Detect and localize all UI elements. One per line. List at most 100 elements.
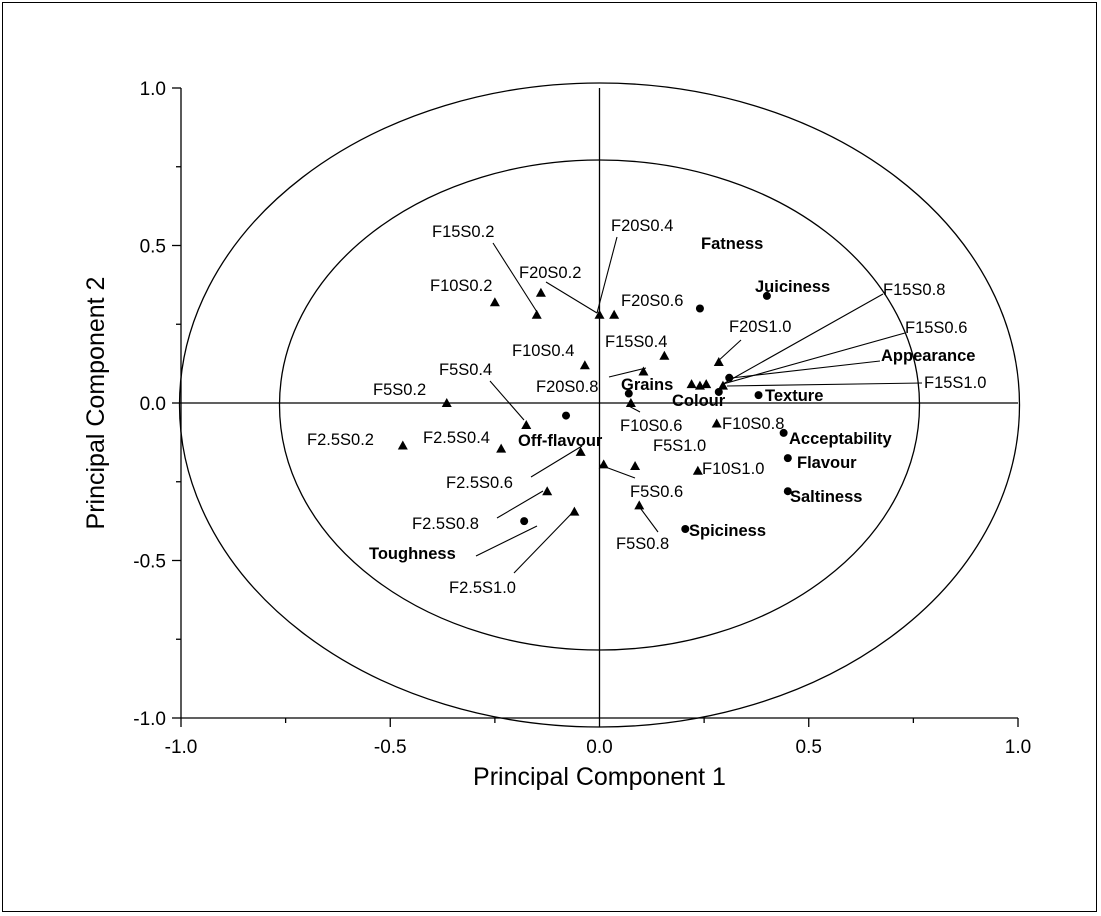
treatment-label-f5s0-8: F5S0.8 <box>616 535 669 553</box>
treatment-point-f15s1-0 <box>717 380 728 390</box>
treatment-point-f20s0-8 <box>638 366 649 376</box>
treatment-label-f10s0-2: F10S0.2 <box>430 277 492 295</box>
treatment-point-f5s0-8 <box>634 500 645 510</box>
leader-line-f20s0-2 <box>545 281 598 314</box>
treatment-label-f20s1-0: F20S1.0 <box>729 318 791 336</box>
leader-line-f2-5s0-6 <box>530 445 583 478</box>
y-tick-label: 1.0 <box>140 79 166 100</box>
attribute-point-juiciness <box>762 291 771 300</box>
treatment-point-f2-5s0-4 <box>496 443 507 453</box>
leader-line-f20s0-4 <box>596 236 618 314</box>
leader-line-f2-5s1-0 <box>513 510 575 574</box>
x-tick-label: 0.5 <box>796 737 822 758</box>
attribute-point-flavour <box>783 454 792 463</box>
attribute-point-toughness <box>520 517 529 526</box>
attribute-label-toughness: Toughness <box>369 545 456 563</box>
leader-line-toughness <box>475 525 538 557</box>
treatment-point-unlabeled-25 <box>686 379 697 389</box>
y-tick-label: 0.0 <box>140 394 166 415</box>
treatment-label-f2-5s0-6: F2.5S0.6 <box>446 474 513 492</box>
treatment-point-f20s0-4 <box>594 309 605 319</box>
x-tick-label: -1.0 <box>165 737 198 758</box>
treatment-label-f10s1-0: F10S1.0 <box>702 460 764 478</box>
attribute-label-texture: Texture <box>765 387 823 405</box>
attribute-point-texture <box>754 391 763 400</box>
treatment-label-f15s0-2: F15S0.2 <box>432 223 494 241</box>
treatment-point-f5s0-6 <box>598 459 609 469</box>
attribute-point-saltiness <box>783 487 792 496</box>
attribute-label-spiciness: Spiciness <box>689 522 766 540</box>
attribute-point-appearance <box>725 373 734 382</box>
treatment-point-f5s1-0 <box>630 461 641 470</box>
treatment-label-f15s0-4: F15S0.4 <box>605 333 667 351</box>
attribute-point-acceptability <box>779 428 788 437</box>
treatment-point-f5s0-4 <box>521 420 532 430</box>
attribute-point-fatness <box>695 304 704 313</box>
treatment-label-f10s0-8: F10S0.8 <box>722 415 784 433</box>
treatment-point-f2-5s0-6 <box>575 446 586 456</box>
attribute-label-colour: Colour <box>672 392 726 410</box>
leader-line-appearance <box>730 360 881 379</box>
attribute-label-grains: Grains <box>621 376 673 394</box>
attribute-label-appearance: Appearance <box>881 347 975 365</box>
attribute-label-saltiness: Saltiness <box>790 488 862 506</box>
y-tick-label: 0.5 <box>140 237 166 258</box>
attribute-label-off-flavour: Off-flavour <box>518 432 603 450</box>
treatment-point-f10s0-6 <box>625 398 636 407</box>
leader-line-f5s0-4 <box>489 380 525 421</box>
treatment-point-f2-5s1-0 <box>569 506 580 516</box>
attribute-label-juiciness: Juiciness <box>755 278 830 296</box>
attribute-point-grains <box>624 389 633 398</box>
treatment-label-f2-5s0-2: F2.5S0.2 <box>307 431 374 449</box>
treatment-point-f20s0-2 <box>535 287 546 297</box>
treatment-point-f10s1-0 <box>692 465 703 475</box>
treatment-point-f15s0-4 <box>659 350 670 360</box>
treatment-label-f15s0-6: F15S0.6 <box>905 319 967 337</box>
treatment-label-f20s0-6: F20S0.6 <box>621 292 683 310</box>
treatment-point-f10s0-4 <box>579 360 590 370</box>
attribute-label-flavour: Flavour <box>797 454 857 472</box>
treatment-point-f2-5s0-2 <box>397 440 408 450</box>
x-axis-title: Principal Component 1 <box>473 763 726 791</box>
treatment-label-f10s0-6: F10S0.6 <box>620 417 682 435</box>
treatment-label-f20s0-4: F20S0.4 <box>611 217 673 235</box>
treatment-label-f5s1-0: F5S1.0 <box>653 437 706 455</box>
treatment-point-f15s0-2 <box>531 309 542 319</box>
treatment-label-f15s0-8: F15S0.8 <box>883 281 945 299</box>
treatment-label-f2-5s0-8: F2.5S0.8 <box>412 515 479 533</box>
treatment-point-f20s1-0 <box>713 357 724 367</box>
x-tick-label: 1.0 <box>1005 737 1031 758</box>
attribute-point-off-flavour <box>562 411 571 420</box>
treatment-point-f2-5s0-8 <box>542 486 553 496</box>
x-tick-label: 0.0 <box>586 737 612 758</box>
treatment-label-f5s0-6: F5S0.6 <box>630 483 683 501</box>
treatment-label-f20s0-2: F20S0.2 <box>519 264 581 282</box>
leader-line-f20s1-0 <box>716 339 742 363</box>
treatment-label-f20s0-8: F20S0.8 <box>536 378 598 396</box>
treatment-point-f20s0-6 <box>609 309 620 319</box>
leader-line-f5s0-8 <box>637 504 659 533</box>
treatment-point-f15s0-8 <box>701 379 712 389</box>
treatment-label-f5s0-2: F5S0.2 <box>373 381 426 399</box>
y-axis-title: Principal Component 2 <box>82 277 110 530</box>
leader-line-f20s0-8 <box>608 367 647 378</box>
treatment-label-f2-5s0-4: F2.5S0.4 <box>423 429 490 447</box>
attribute-point-spiciness <box>681 525 690 533</box>
treatment-label-f15s1-0: F15S1.0 <box>924 374 986 392</box>
treatment-point-f5s0-2 <box>441 398 452 407</box>
treatment-point-f15s0-6 <box>694 380 705 390</box>
leader-line-f15s0-2 <box>492 242 538 313</box>
attribute-point-colour <box>714 387 723 396</box>
leader-line-f15s0-8 <box>722 293 884 385</box>
treatment-label-f10s0-4: F10S0.4 <box>512 342 574 360</box>
x-tick-label: -0.5 <box>374 737 407 758</box>
treatment-point-f10s0-8 <box>711 418 722 428</box>
leader-line-f15s1-0 <box>726 382 923 387</box>
y-tick-label: -1.0 <box>133 709 166 730</box>
treatment-label-f2-5s1-0: F2.5S1.0 <box>449 579 516 597</box>
leader-line-f2-5s0-8 <box>496 490 544 519</box>
treatment-point-f10s0-2 <box>489 297 500 307</box>
attribute-label-fatness: Fatness <box>701 235 763 253</box>
